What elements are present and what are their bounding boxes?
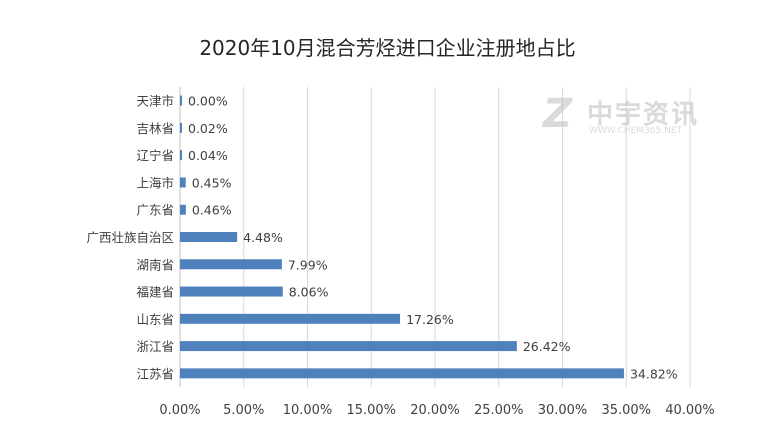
bar: [180, 368, 624, 379]
chart-title: 2020年10月混合芳烃进口企业注册地占比: [199, 36, 576, 60]
bar: [180, 204, 186, 215]
x-tick-label: 15.00%: [346, 403, 396, 418]
bar: [180, 95, 182, 106]
data-label: 17.26%: [406, 312, 454, 327]
y-tick-label: 广东省: [136, 203, 174, 218]
data-label: 26.42%: [523, 339, 571, 354]
x-tick-label: 35.00%: [601, 403, 651, 418]
bar: [180, 150, 182, 161]
bar: [180, 232, 238, 242]
bar: [180, 341, 517, 352]
y-tick-label: 广西壮族自治区: [86, 230, 174, 245]
y-tick-label: 上海市: [136, 175, 174, 190]
data-label: 7.99%: [288, 257, 328, 272]
bar: [180, 313, 401, 324]
bar: [180, 286, 283, 297]
bar: [180, 177, 186, 188]
data-label: 0.02%: [188, 121, 228, 136]
y-tick-label: 山东省: [136, 312, 174, 327]
y-tick-label: 辽宁省: [136, 148, 174, 163]
data-label: 34.82%: [630, 366, 678, 381]
watermark-brand: 中宇资讯: [587, 100, 700, 130]
y-tick-label: 江苏省: [136, 366, 174, 381]
x-tick-label: 10.00%: [283, 403, 333, 418]
y-tick-label: 福建省: [136, 285, 174, 300]
watermark-logo: Z 中宇资讯 WWW.CHEM365.NET: [543, 92, 703, 146]
data-label: 0.45%: [192, 175, 232, 190]
y-tick-label: 湖南省: [136, 257, 174, 272]
x-tick-label: 5.00%: [223, 403, 264, 418]
bar: [180, 259, 282, 270]
data-label: 0.00%: [188, 94, 228, 109]
watermark-url: WWW.CHEM365.NET: [589, 126, 682, 136]
x-tick-label: 20.00%: [410, 403, 460, 418]
watermark-z-icon: Z: [543, 91, 573, 137]
data-label: 0.04%: [188, 148, 228, 163]
data-label: 4.48%: [243, 230, 283, 245]
x-tick-label: 30.00%: [538, 403, 588, 418]
y-tick-label: 天津市: [136, 94, 174, 109]
data-label: 8.06%: [289, 285, 329, 300]
y-tick-label: 浙江省: [136, 339, 174, 354]
x-tick-label: 40.00%: [665, 403, 715, 418]
bar: [180, 122, 182, 133]
x-tick-label: 0.00%: [159, 403, 200, 418]
x-tick-label: 25.00%: [474, 403, 524, 418]
y-tick-label: 吉林省: [136, 121, 174, 136]
data-label: 0.46%: [192, 203, 232, 218]
